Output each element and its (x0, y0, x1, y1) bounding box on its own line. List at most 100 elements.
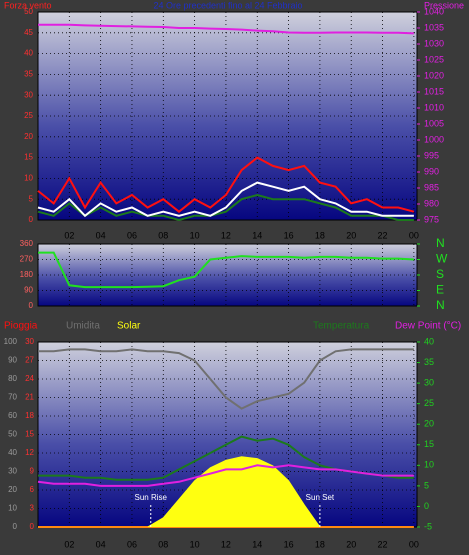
y2-tick-label: N (436, 298, 445, 312)
y2-tick-label: W (436, 252, 448, 266)
y2-tick-label: 1005 (424, 118, 444, 128)
y-tick-label: 80 (8, 374, 17, 383)
y-tick-label: 30 (25, 337, 34, 346)
y-tick-label: 20 (8, 485, 17, 494)
y-tick-label: 0 (13, 522, 18, 531)
y2-tick-label: 995 (424, 150, 439, 160)
y2-tick-label: N (436, 236, 445, 250)
x-tick-label: 00 (409, 539, 419, 549)
legend-label: Temperatura (313, 321, 370, 332)
y2-tick-label: 40 (424, 336, 434, 346)
x-tick-label: 08 (158, 539, 168, 549)
x-tick-label: 02 (64, 230, 74, 240)
y-tick-label: 70 (8, 393, 17, 402)
x-tick-label: 12 (221, 539, 231, 549)
y-tick-label: 90 (8, 356, 17, 365)
x-tick-label: 04 (96, 539, 106, 549)
y2-tick-label: 980 (424, 198, 439, 208)
y2-tick-label: 1030 (424, 38, 444, 48)
y2-tick-label: 35 (424, 357, 434, 367)
y2-tick-label: 990 (424, 166, 439, 176)
legend-label: Pioggia (4, 321, 38, 332)
y2-tick-label: -5 (424, 521, 432, 531)
y2-tick-label: 1010 (424, 102, 444, 112)
x-tick-label: 18 (315, 230, 325, 240)
legend-label: Umidita (66, 321, 100, 332)
annotation: Sun Set (306, 493, 335, 502)
x-tick-label: 06 (127, 230, 137, 240)
y-axis-label: Forza vento (4, 0, 52, 10)
x-tick-label: 16 (284, 539, 294, 549)
y-tick-label: 50 (24, 7, 33, 16)
line (38, 348, 414, 410)
y-tick-label: 45 (24, 28, 33, 37)
x-tick-label: 14 (252, 539, 262, 549)
y2-tick-label: 0 (424, 501, 429, 511)
y2-tick-label: 975 (424, 214, 439, 224)
x-tick-label: 10 (190, 230, 200, 240)
x-tick-label: 16 (284, 230, 294, 240)
y-tick-label: 40 (24, 49, 33, 58)
y-tick-label: 24 (25, 374, 34, 383)
x-tick-label: 00 (409, 230, 419, 240)
y-tick-label: 100 (4, 337, 18, 346)
y2-tick-label: 1015 (424, 86, 444, 96)
y-tick-label: 15 (24, 153, 33, 162)
y2-tick-label: 1035 (424, 22, 444, 32)
y2-tick-label: 15 (424, 439, 434, 449)
y-tick-label: 12 (25, 448, 34, 457)
y-tick-label: 20 (24, 132, 33, 141)
y-tick-label: 90 (24, 286, 33, 295)
line (37, 193, 414, 222)
legend-label: Solar (117, 321, 141, 332)
y2-tick-label: 1000 (424, 134, 444, 144)
y-tick-label: 15 (25, 430, 34, 439)
y-tick-label: 18 (25, 411, 34, 420)
y2-tick-label: 985 (424, 182, 439, 192)
line (38, 251, 414, 289)
y-tick-label: 9 (30, 467, 35, 476)
x-tick-label: 20 (346, 539, 356, 549)
y-tick-label: 270 (20, 255, 34, 264)
x-tick-label: 02 (64, 539, 74, 549)
y-tick-label: 10 (8, 504, 17, 513)
line (38, 23, 414, 35)
y2-tick-label: 1020 (424, 70, 444, 80)
y-tick-label: 0 (29, 215, 34, 224)
y-tick-label: 60 (8, 411, 17, 420)
y-tick-label: 3 (30, 504, 35, 513)
y-tick-label: 50 (8, 430, 17, 439)
y2-tick-label: 20 (424, 419, 434, 429)
y-tick-label: 25 (24, 111, 33, 120)
area (38, 456, 414, 528)
x-tick-label: 12 (221, 230, 231, 240)
x-tick-label: 20 (346, 230, 356, 240)
y-tick-label: 30 (24, 90, 33, 99)
x-tick-label: 14 (252, 230, 262, 240)
plot-area (37, 11, 418, 221)
x-tick-label: 06 (127, 539, 137, 549)
y2-tick-label: E (436, 283, 444, 297)
y2-tick-label: S (436, 267, 444, 281)
y-tick-label: 360 (20, 239, 34, 248)
line (37, 181, 414, 218)
y-tick-label: 35 (24, 70, 33, 79)
line (37, 156, 415, 213)
y-tick-label: 27 (25, 356, 34, 365)
y2-tick-label: 30 (424, 377, 434, 387)
y2-tick-label: 1040 (424, 6, 444, 16)
y-tick-label: 180 (20, 270, 34, 279)
y-tick-label: 21 (25, 393, 34, 402)
y-tick-label: 10 (24, 174, 33, 183)
legend-label: Dew Point (°C) (395, 321, 461, 332)
y2-tick-label: 10 (424, 460, 434, 470)
x-tick-label: 10 (190, 539, 200, 549)
y2-tick-label: 25 (424, 398, 434, 408)
y-tick-label: 6 (30, 485, 35, 494)
x-tick-label: 04 (96, 230, 106, 240)
y-tick-label: 0 (30, 522, 35, 531)
x-tick-label: 22 (378, 539, 388, 549)
x-tick-label: 18 (315, 539, 325, 549)
